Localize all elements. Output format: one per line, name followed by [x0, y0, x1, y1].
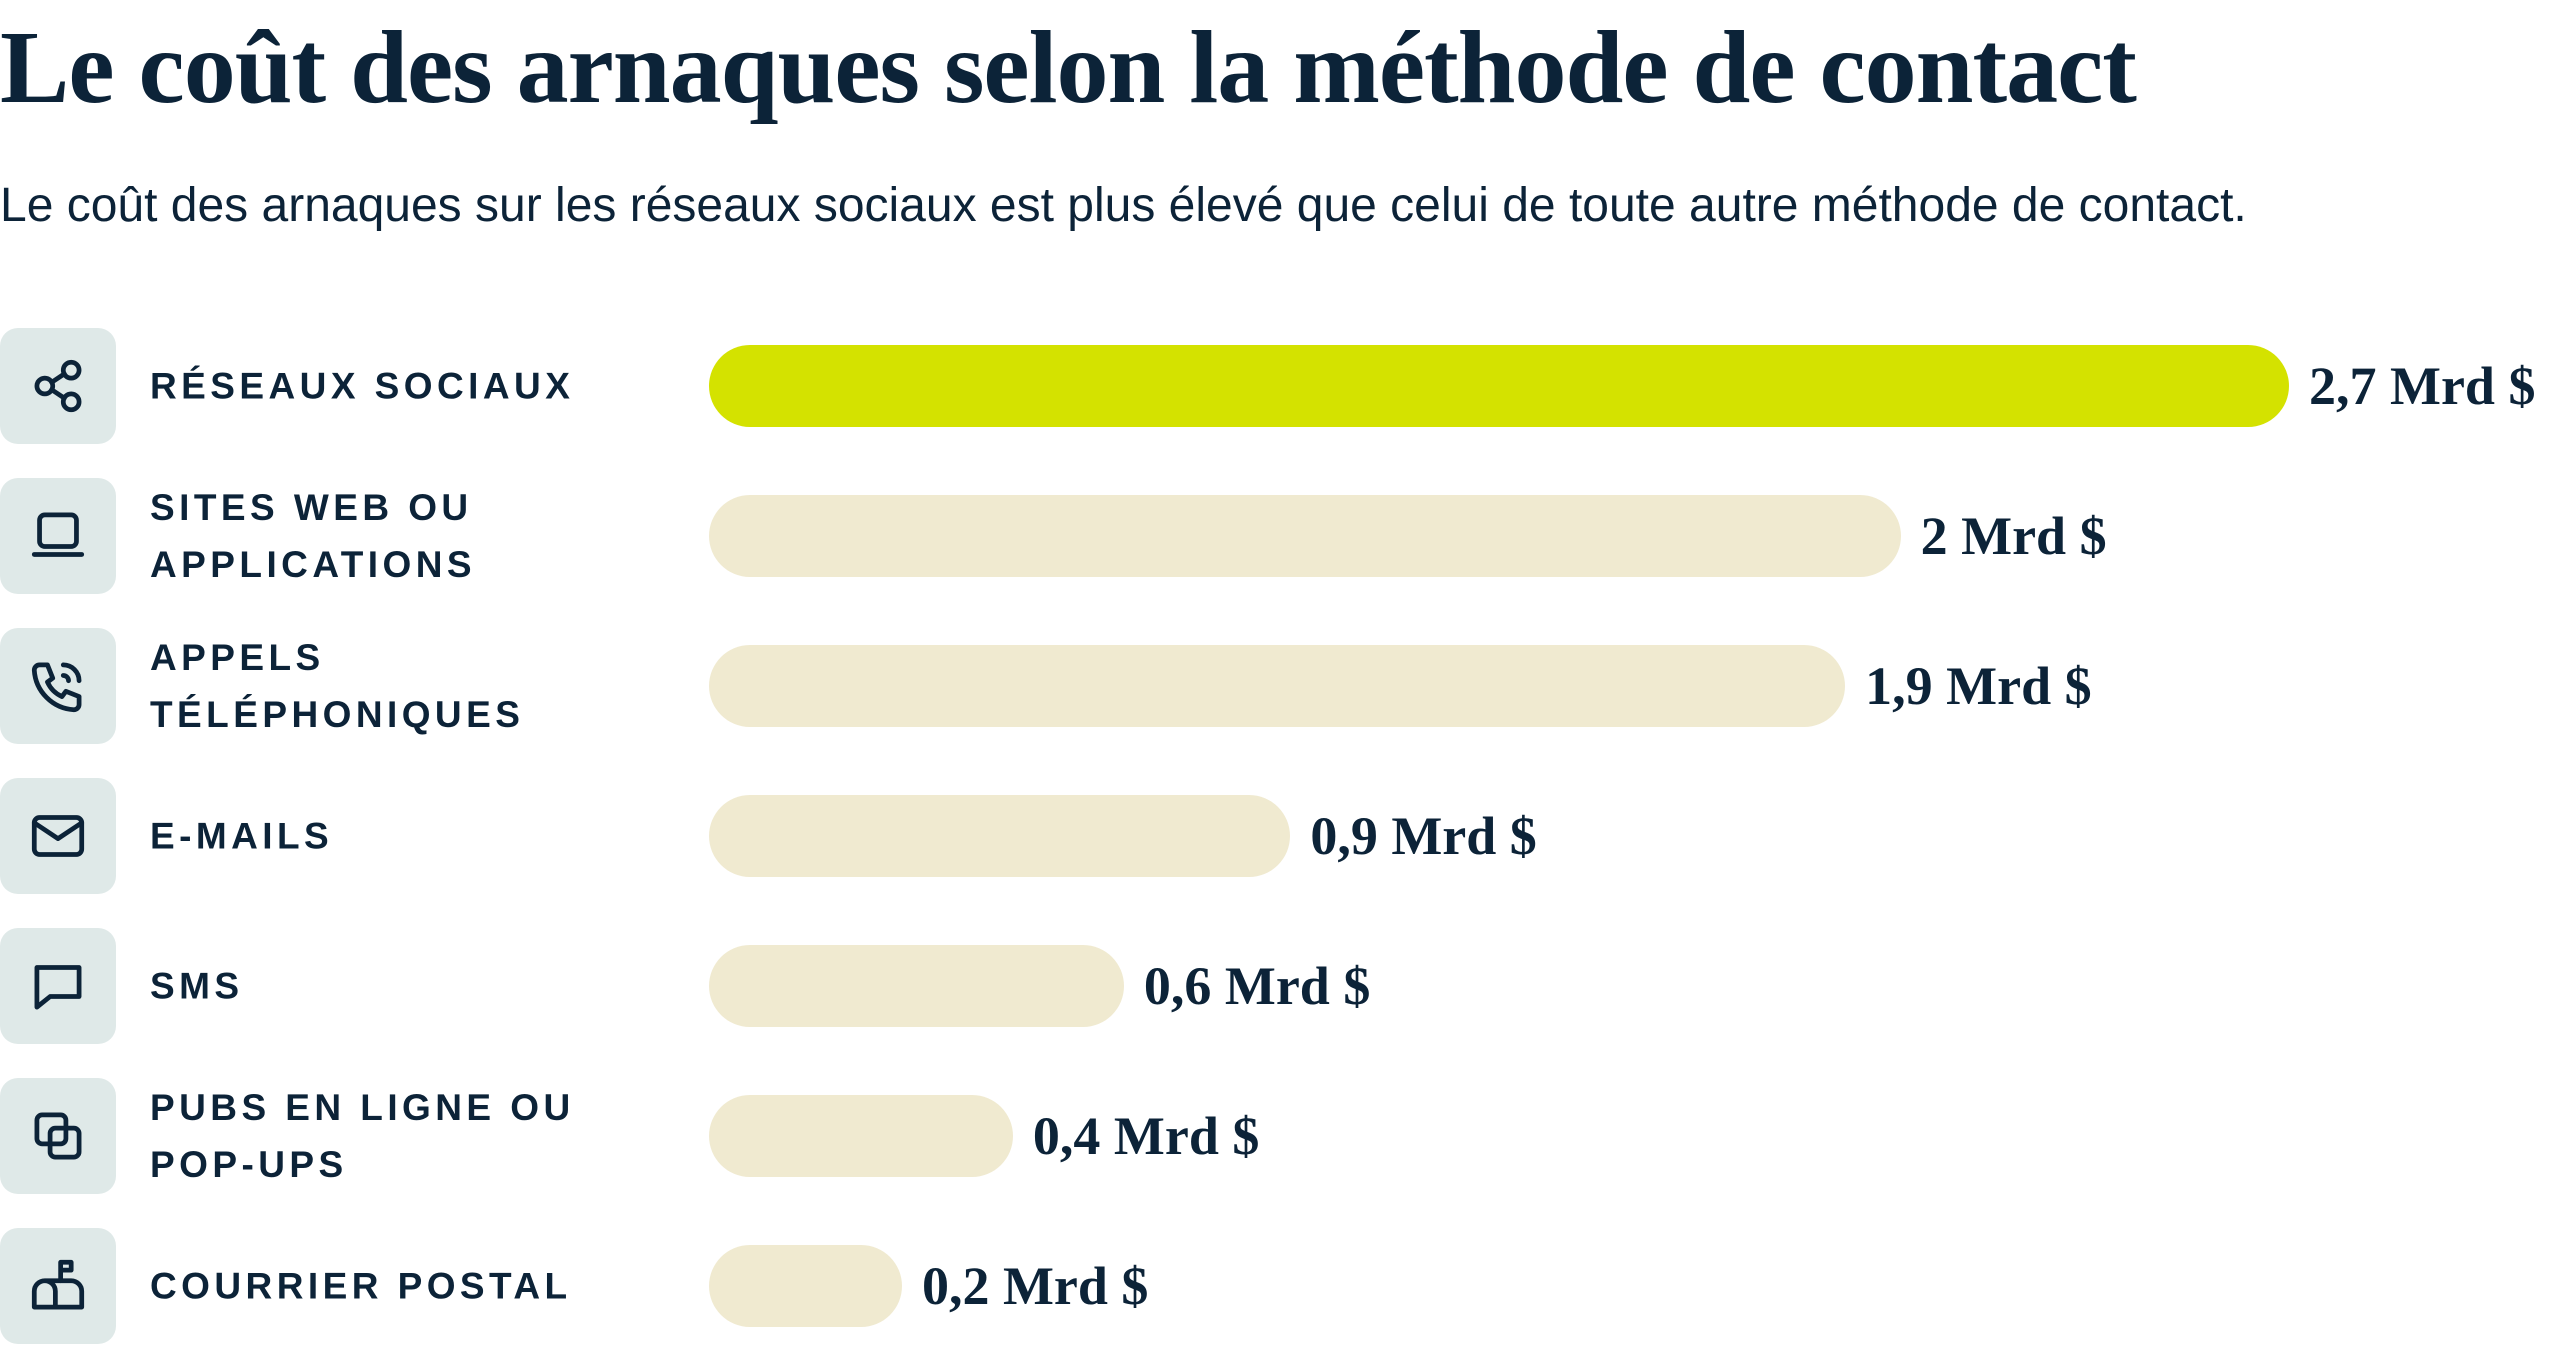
value-label: 0,6 Mrd $ — [1143, 956, 1371, 1016]
icon-graphic — [31, 815, 85, 857]
value-label: 2 Mrd $ — [1920, 506, 2107, 566]
icon-graphic — [34, 965, 82, 1010]
value-label: 2,7 Mrd $ — [2309, 356, 2536, 416]
category-label: COURRIER POSTAL — [150, 1265, 572, 1307]
bar — [709, 945, 1124, 1027]
category-label: SITES WEB OU APPLICATIONS — [150, 487, 476, 585]
chart-subtitle: Le coût des arnaques sur les réseaux soc… — [0, 179, 2247, 232]
value-label: 1,9 Mrd $ — [1865, 656, 2092, 716]
category-icon — [0, 478, 116, 594]
bar — [709, 1095, 1013, 1177]
category-label: SMS — [150, 965, 244, 1007]
category-icon — [0, 1078, 116, 1194]
icon-graphic — [34, 1112, 82, 1160]
category-label: RÉSEAUX SOCIAUX — [150, 365, 575, 407]
value-label: 0,4 Mrd $ — [1032, 1106, 1260, 1166]
category-label: E-MAILS — [150, 815, 334, 857]
value-label: 0,9 Mrd $ — [1310, 806, 1537, 866]
category-icon — [0, 778, 116, 894]
bar — [709, 495, 1901, 577]
category-label: PUBS EN LIGNE OU POP-UPS — [150, 1087, 575, 1185]
bar — [709, 645, 1846, 727]
category-icon — [0, 328, 116, 444]
icon-graphic — [31, 512, 85, 557]
category-label: APPELS TÉLÉPHONIQUES — [150, 637, 525, 735]
icon-graphic — [31, 1259, 85, 1310]
bar — [709, 345, 2289, 427]
icon-graphic — [34, 359, 82, 413]
category-icon — [0, 928, 116, 1044]
category-icon — [0, 1228, 116, 1344]
bar — [709, 795, 1291, 877]
bar — [709, 1245, 902, 1327]
category-icon — [0, 628, 116, 744]
value-label: 0,2 Mrd $ — [921, 1256, 1149, 1316]
icon-graphic — [31, 662, 82, 713]
chart-title: Le coût des arnaques selon la méthode de… — [0, 10, 2137, 125]
